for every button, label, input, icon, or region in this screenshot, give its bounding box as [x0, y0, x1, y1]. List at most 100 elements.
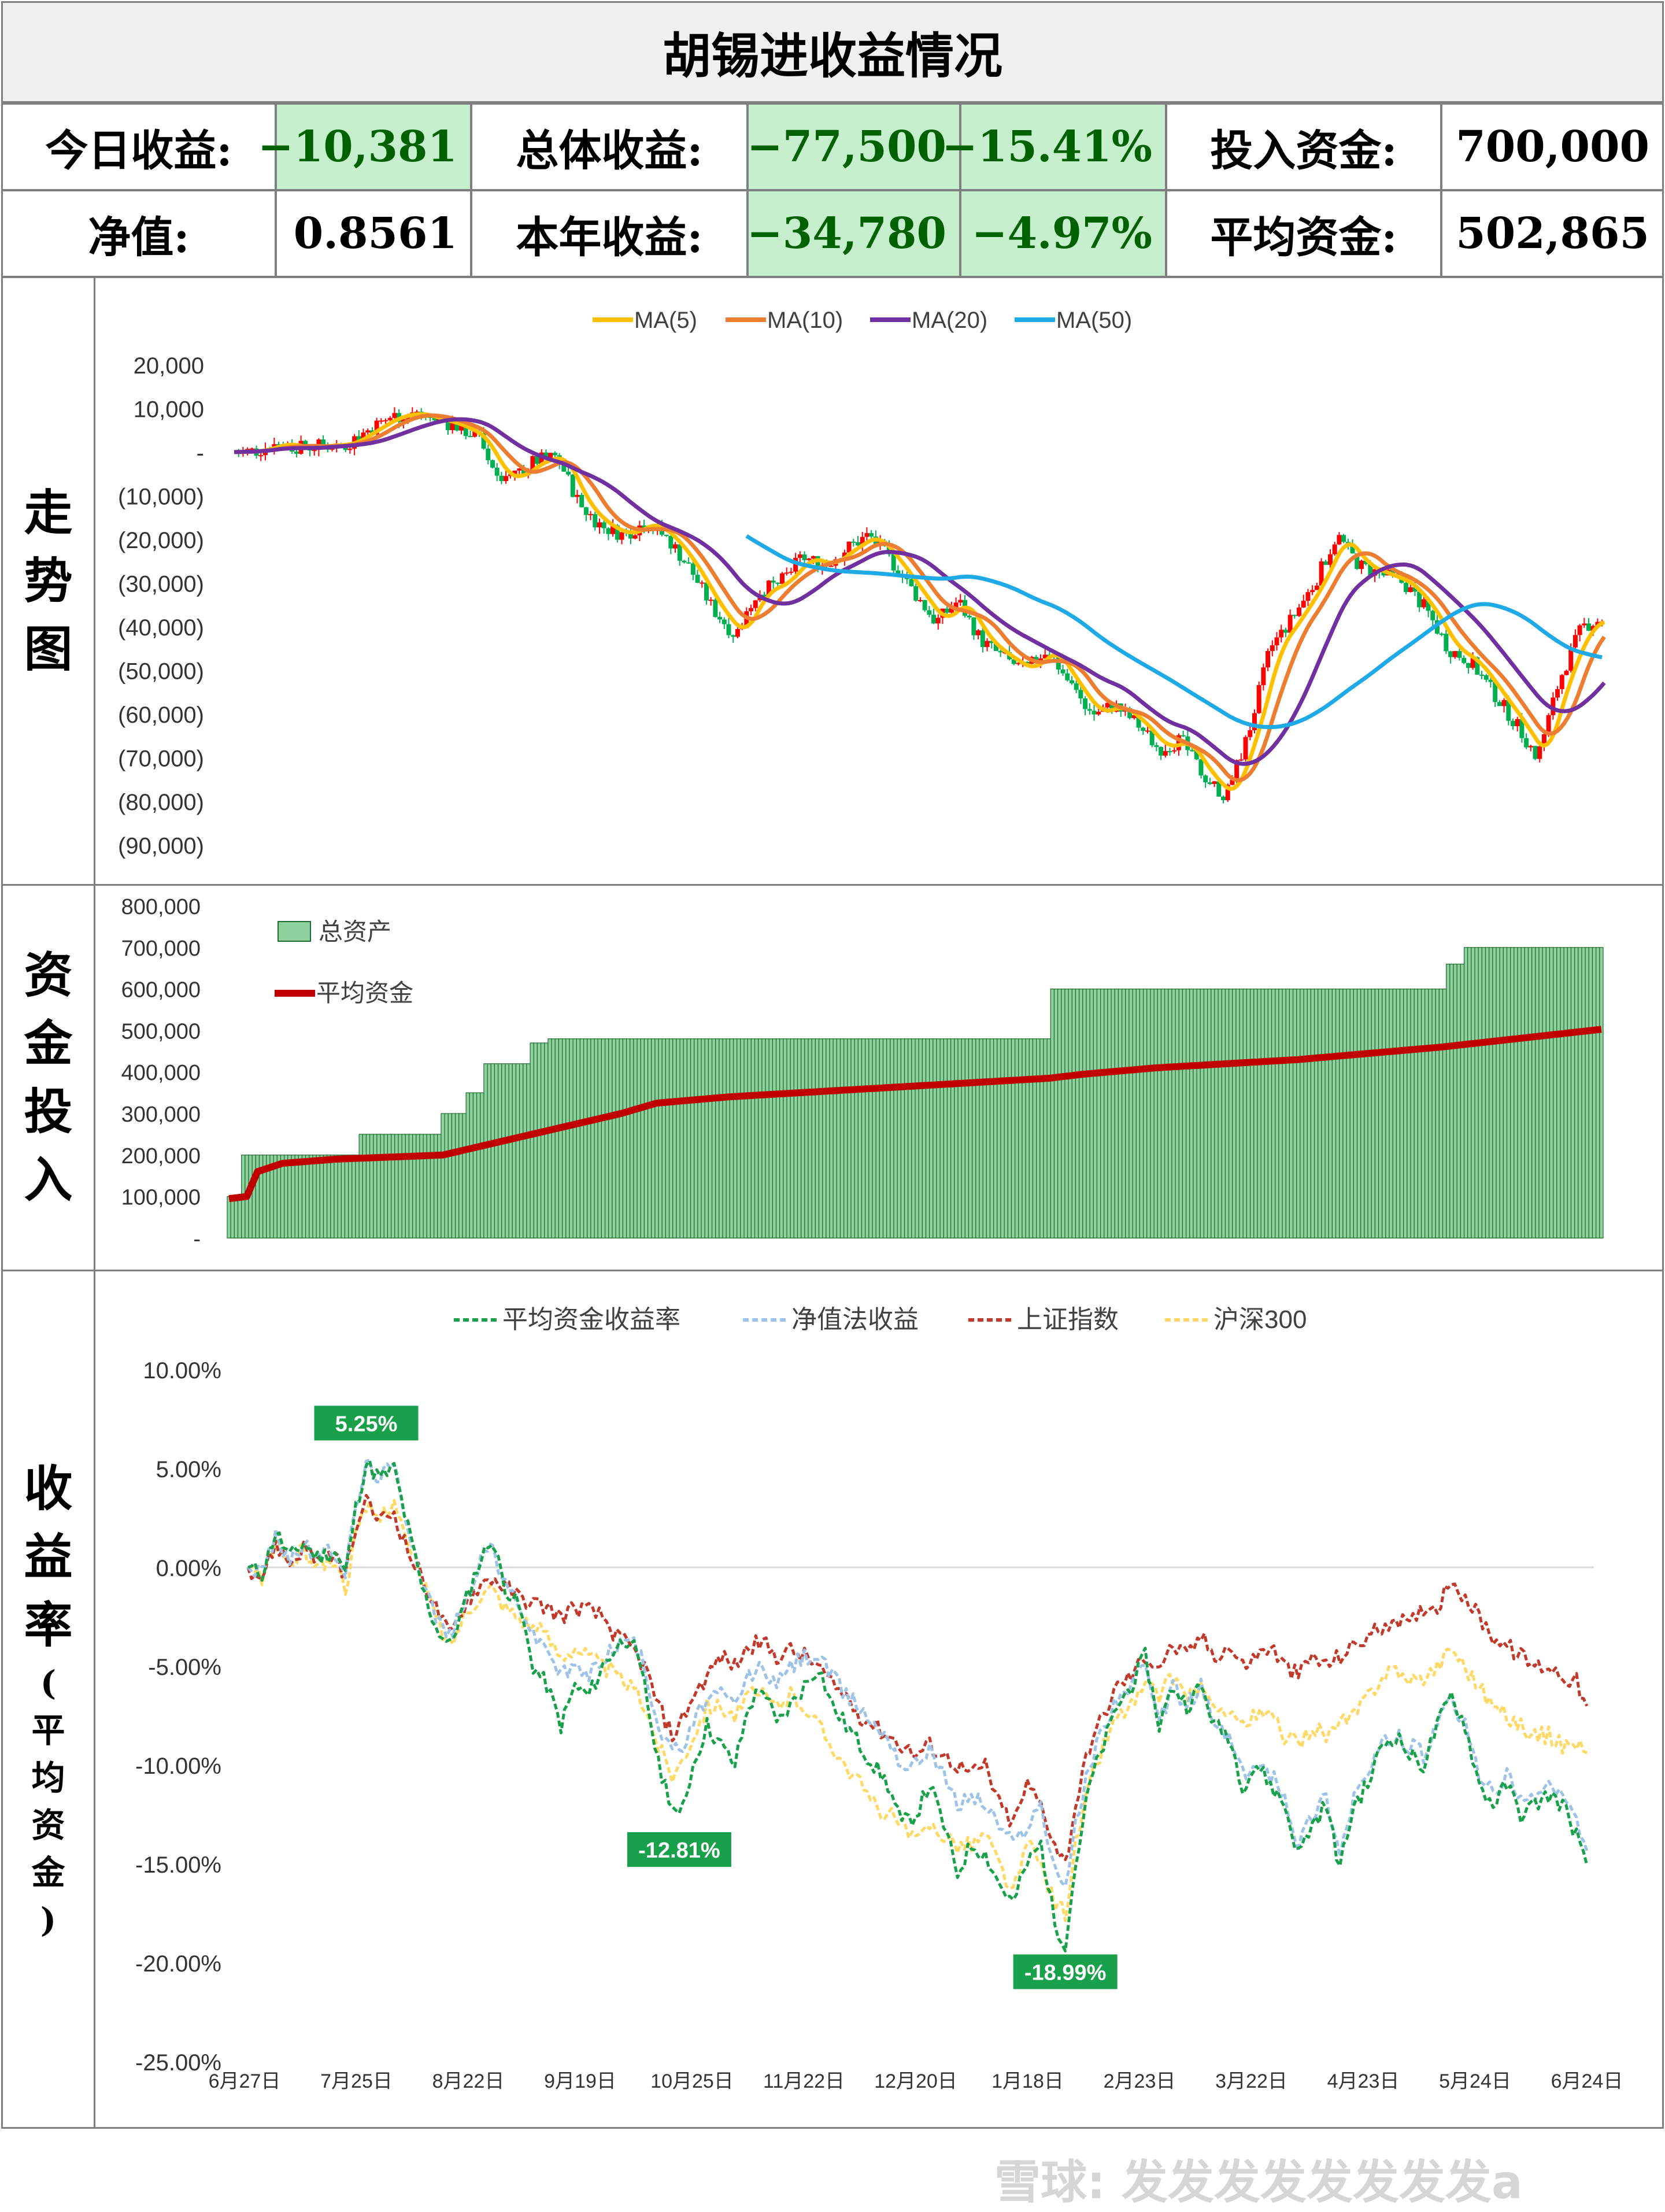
candle-body: [860, 537, 865, 546]
total-assets-bar: [643, 1038, 649, 1239]
total-assets-bar: [1025, 1038, 1030, 1239]
candle-body: [851, 541, 856, 543]
candle-body: [543, 452, 549, 458]
total-assets-bar: [950, 1038, 955, 1239]
candle-body: [258, 455, 264, 457]
total-assets-bar: [726, 1038, 730, 1239]
total-assets-bar: [957, 1038, 962, 1239]
total-assets-bar: [1321, 989, 1326, 1238]
total-assets-bar: [1015, 1038, 1019, 1239]
nav-label: 净值:: [1, 190, 276, 278]
candle-body: [615, 525, 620, 540]
total-assets-bar: [1378, 989, 1383, 1238]
candle-body: [1069, 680, 1074, 683]
total-assets-bar: [280, 1155, 285, 1238]
total-assets-bar: [1100, 989, 1105, 1238]
returns-chart-svg: 10.00% 5.00% 0.00% -5.00% -10.00% -15.00% -20.…: [135, 1305, 1623, 2092]
total-assets-bar: [908, 1038, 912, 1239]
candle-body: [780, 573, 785, 584]
candle-body: [1159, 746, 1164, 756]
y-tick-label: -25.00%: [135, 2050, 221, 2076]
total-assets-bar: [512, 1063, 517, 1238]
total-assets-bar: [1135, 989, 1141, 1238]
candle-body: [1096, 712, 1101, 715]
total-assets-bar: [1463, 947, 1468, 1239]
candle-body: [379, 420, 384, 422]
candle-body: [917, 600, 923, 602]
candle-body: [1355, 553, 1360, 569]
total-assets-bar: [1581, 947, 1586, 1239]
total-assets-bar: [1431, 989, 1436, 1238]
total-assets-bar: [815, 1038, 820, 1239]
candle-body: [1511, 720, 1515, 727]
total-assets-bar: [612, 1038, 616, 1239]
total-assets-bar: [1082, 989, 1087, 1238]
total-assets-bar: [230, 1196, 235, 1238]
candle-body: [1127, 708, 1133, 719]
today-profit-label: 今日收益:: [1, 103, 276, 191]
total-assets-bar: [1599, 947, 1604, 1239]
candle-body: [744, 611, 749, 628]
x-tick-label: 4月23日: [1327, 2070, 1400, 2092]
annotation-label: -18.99%: [1024, 1961, 1107, 1985]
candle-body: [1305, 592, 1311, 601]
total-assets-bar: [536, 1042, 542, 1238]
total-assets-bar: [1318, 989, 1322, 1238]
total-profit-pct: −15.41%: [942, 103, 1167, 191]
legend-label: 平均资金收益率: [502, 1305, 680, 1334]
candle-body: [1216, 781, 1222, 797]
total-assets-bar: [251, 1155, 256, 1238]
candle-body: [1283, 630, 1288, 633]
total-assets-bar: [1556, 947, 1561, 1239]
total-assets-bar: [1553, 947, 1557, 1239]
total-assets-bar: [547, 1038, 552, 1239]
total-assets-bar: [1267, 989, 1272, 1238]
total-assets-bar: [868, 1038, 873, 1239]
candle-body: [668, 535, 674, 549]
total-assets-bar: [911, 1038, 916, 1239]
total-assets-bar: [732, 1038, 738, 1239]
total-assets-bar: [1093, 989, 1098, 1238]
total-assets-bar: [530, 1042, 534, 1238]
candle-body: [1274, 637, 1279, 646]
candle-body: [1181, 735, 1186, 737]
total-assets-bar: [1039, 1038, 1044, 1239]
candle-body: [1497, 702, 1502, 706]
total-assets-bar: [661, 1038, 666, 1239]
x-tick-label: 10月25日: [650, 2070, 734, 2092]
x-tick-label: 5月24日: [1439, 2070, 1511, 2092]
total-assets-bar: [1028, 1038, 1034, 1239]
candle-body: [1408, 587, 1413, 593]
total-assets-bar: [408, 1134, 413, 1238]
total-assets-bar: [551, 1038, 556, 1239]
candle-body: [1163, 751, 1168, 756]
total-assets-bar: [490, 1063, 495, 1238]
candle-body: [784, 572, 789, 574]
candle-body: [927, 610, 932, 615]
total-assets-bar: [1324, 989, 1329, 1238]
average-funds-line: [228, 1026, 1602, 1203]
total-assets-bar: [1531, 947, 1536, 1239]
total-assets-bar: [604, 1038, 609, 1239]
total-assets-bar: [979, 1038, 983, 1239]
candle-body: [1470, 657, 1475, 668]
candle-body: [1261, 667, 1266, 686]
total-assets-bar: [1527, 947, 1533, 1239]
y-tick-label: -15.00%: [135, 1852, 221, 1878]
total-assets-bar: [1314, 989, 1319, 1238]
total-assets-bar: [1264, 989, 1269, 1238]
total-assets-bar: [758, 1038, 763, 1239]
y-tick-label: -: [197, 441, 204, 466]
total-assets-bar: [1253, 989, 1258, 1238]
total-assets-bar: [1424, 989, 1429, 1238]
total-assets-bar: [1506, 947, 1511, 1239]
candle-body: [1042, 654, 1048, 659]
total-assets-bar: [1371, 989, 1375, 1238]
candle-body: [361, 432, 366, 441]
candle-body: [869, 533, 874, 537]
candle-body: [775, 582, 780, 584]
total-assets-bar: [922, 1038, 927, 1239]
legend-label: 总资产: [319, 918, 391, 945]
candle-body: [1404, 583, 1409, 593]
